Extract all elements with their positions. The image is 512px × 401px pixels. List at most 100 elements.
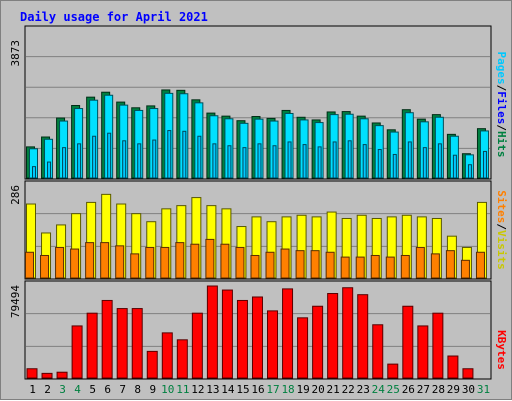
- pages-bar: [62, 147, 67, 179]
- x-axis-day-label: 8: [134, 383, 141, 396]
- y-axis-max-label: 3873: [9, 40, 22, 67]
- sites-bar: [475, 251, 485, 279]
- kbytes-bar: [251, 296, 263, 379]
- sites-bar: [400, 254, 410, 279]
- sites-bar: [460, 259, 470, 279]
- x-axis-day-label: 31: [477, 383, 490, 396]
- sites-bar: [445, 250, 455, 279]
- kbytes-bar: [342, 287, 354, 379]
- pages-bar: [317, 146, 322, 179]
- kbytes-bar: [26, 368, 38, 379]
- x-axis-day-label: 13: [206, 383, 219, 396]
- kbytes-bar: [417, 325, 429, 379]
- sites-bar: [100, 242, 110, 279]
- pages-bar: [377, 149, 382, 179]
- legend-pages: Pages: [495, 52, 508, 85]
- x-axis-day-label: 16: [251, 383, 264, 396]
- pages-bar: [122, 140, 127, 179]
- sites-bar: [310, 250, 320, 279]
- kbytes-bar: [221, 289, 233, 379]
- pages-bar: [452, 154, 457, 179]
- legend-separator: /: [495, 223, 508, 230]
- x-axis-day-label: 30: [462, 383, 475, 396]
- sites-bar: [190, 243, 200, 279]
- pages-bar: [32, 166, 36, 179]
- kbytes-bar: [267, 310, 279, 379]
- x-axis-day-label: 10: [161, 383, 174, 396]
- kbytes-bar: [71, 325, 83, 379]
- x-axis-day-label: 23: [357, 383, 370, 396]
- pages-bar: [212, 143, 217, 179]
- kbytes-bar: [447, 355, 459, 379]
- legend-hits: Hits: [495, 131, 508, 158]
- sites-bar: [70, 248, 80, 279]
- sites-bar: [385, 256, 395, 279]
- pages-bar: [197, 135, 202, 179]
- pages-bar: [272, 145, 277, 179]
- kbytes-bar: [236, 299, 248, 379]
- x-axis-day-label: 7: [119, 383, 126, 396]
- y-axis-max-label: 79494: [9, 285, 22, 318]
- x-axis-day-label: 9: [149, 383, 156, 396]
- x-axis-day-label: 1: [29, 383, 36, 396]
- pages-bar: [482, 150, 487, 179]
- sites-bar: [220, 243, 230, 279]
- legend-files: Files: [495, 91, 508, 124]
- sites-bar: [55, 246, 65, 279]
- kbytes-bar: [206, 285, 218, 379]
- sites-bar: [205, 238, 215, 279]
- sites-bar: [265, 251, 275, 279]
- pages-bar: [182, 130, 187, 179]
- kbytes-bar: [146, 350, 158, 379]
- legend-visits: Visits: [495, 230, 508, 270]
- x-axis-day-label: 21: [327, 383, 340, 396]
- pages-bar: [332, 141, 337, 179]
- pages-bar: [92, 135, 97, 179]
- kbytes-bar: [282, 288, 294, 379]
- x-axis-day-label: 5: [89, 383, 96, 396]
- kbytes-bar: [161, 332, 173, 379]
- sites-bar: [340, 256, 350, 279]
- sites-bar: [370, 254, 380, 279]
- x-axis-day-label: 27: [417, 383, 430, 396]
- pages-bar: [422, 147, 427, 179]
- sites-bar: [415, 246, 425, 279]
- legend-kbytes: KBytes: [495, 330, 508, 370]
- chart-title: Daily usage for April 2021: [20, 10, 208, 24]
- sites-bar: [250, 254, 260, 279]
- sites-bar: [160, 246, 170, 279]
- sites-bar: [235, 246, 245, 279]
- sites-bar: [325, 251, 335, 279]
- kbytes-bar: [101, 299, 113, 379]
- x-axis-day-label: 15: [236, 383, 249, 396]
- sites-bar: [175, 242, 185, 279]
- pages-bar: [347, 140, 352, 179]
- kbytes-bar: [297, 317, 309, 379]
- kbytes-bar: [116, 308, 128, 379]
- x-axis-day-label: 24: [372, 383, 386, 396]
- x-axis-day-label: 6: [104, 383, 111, 396]
- pages-bar: [437, 143, 442, 179]
- pages-bar: [137, 143, 142, 179]
- pages-bar: [392, 153, 397, 179]
- kbytes-bar: [387, 363, 399, 379]
- kbytes-bar: [327, 293, 339, 379]
- kbytes-bar: [402, 305, 414, 379]
- y-axis-max-label: 286: [9, 185, 22, 205]
- sites-bar: [145, 246, 155, 279]
- x-axis-day-label: 14: [221, 383, 235, 396]
- x-axis-day-label: 11: [176, 383, 189, 396]
- kbytes-bar: [56, 371, 68, 379]
- x-axis-day-label: 25: [387, 383, 400, 396]
- kbytes-bar: [131, 308, 143, 379]
- x-axis-day-label: 19: [296, 383, 309, 396]
- pages-bar: [47, 161, 52, 179]
- sites-bar: [280, 248, 290, 279]
- sites-bar: [85, 242, 95, 279]
- legend-hits-files-pages: Pages/Files/Hits: [495, 52, 508, 158]
- x-axis-day-label: 28: [432, 383, 445, 396]
- sites-bar: [355, 256, 365, 279]
- kbytes-bar: [191, 312, 203, 379]
- sites-bar: [430, 253, 440, 279]
